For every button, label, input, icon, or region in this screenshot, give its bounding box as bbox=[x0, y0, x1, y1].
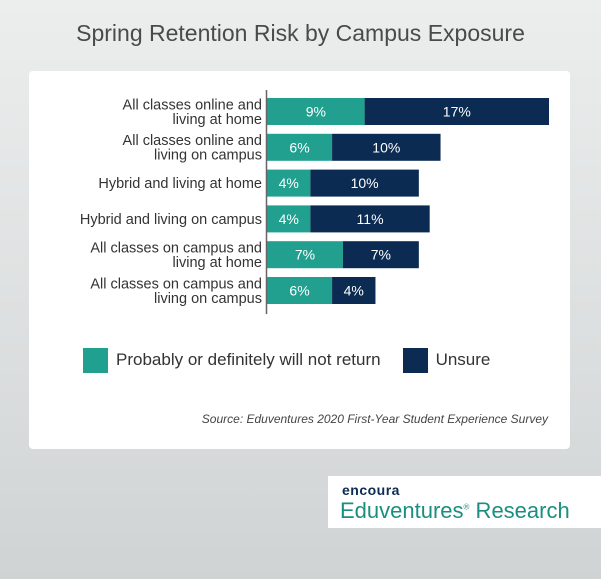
logo-suffix: Research bbox=[469, 498, 570, 523]
data-label: 6% bbox=[289, 283, 309, 299]
category-label: All classes on campus and living on campu… bbox=[90, 276, 262, 307]
bar-segment-unsure bbox=[310, 169, 419, 197]
bar-segment-unsure bbox=[364, 98, 549, 125]
bar-segment-not-return bbox=[267, 98, 365, 125]
bar-segment-not-return bbox=[267, 277, 333, 304]
bar-segment-not-return bbox=[267, 169, 311, 197]
category-label: All classes online and living on campus bbox=[123, 133, 262, 164]
legend-item-not-return: Probably or definitely will not return bbox=[83, 347, 381, 373]
data-label: 4% bbox=[279, 175, 299, 191]
category-label: All classes on campus and living at home bbox=[90, 240, 262, 271]
data-label: 7% bbox=[295, 247, 315, 263]
data-label: 9% bbox=[306, 104, 326, 120]
category-label: All classes online and living at home bbox=[123, 97, 262, 128]
data-label: 7% bbox=[371, 247, 391, 263]
legend-swatch-not-return bbox=[83, 347, 108, 373]
bar-segment-unsure bbox=[342, 241, 419, 269]
legend-swatch-unsure bbox=[402, 347, 428, 373]
bar-segment-unsure bbox=[332, 133, 441, 161]
data-label: 11% bbox=[357, 211, 384, 227]
eduventures-logo: encoura Eduventures® Research bbox=[328, 476, 601, 528]
bar-segment-not-return bbox=[267, 205, 311, 233]
bar-chart: All classes online and living at home 9% 17… bbox=[80, 90, 549, 314]
chart-card: All classes online and living at home 9% 17… bbox=[29, 71, 570, 449]
category-label: Hybrid and living on campus bbox=[80, 212, 262, 228]
data-label: 4% bbox=[344, 283, 364, 299]
logo-registered-mark: ® bbox=[463, 502, 470, 512]
data-label: 4% bbox=[279, 211, 299, 227]
page-title: Spring Retention Risk by Campus Exposure bbox=[76, 20, 525, 46]
logo-brand: encoura bbox=[342, 482, 400, 498]
category-label: Hybrid and living at home bbox=[98, 176, 262, 192]
bar-segment-not-return bbox=[267, 133, 333, 161]
data-label: 10% bbox=[351, 175, 379, 191]
legend-item-unsure: Unsure bbox=[402, 347, 491, 373]
bar-segment-unsure bbox=[310, 205, 430, 233]
data-label: 10% bbox=[372, 139, 400, 155]
bar-segment-not-return bbox=[267, 241, 343, 269]
chart-legend: Probably or definitely will not return U… bbox=[83, 347, 512, 373]
legend-label-unsure: Unsure bbox=[435, 350, 491, 369]
logo-name-line: Eduventures® Research bbox=[340, 498, 570, 524]
logo-name: Eduventures bbox=[340, 498, 464, 523]
data-label: 6% bbox=[289, 139, 309, 155]
source-note: Source: Eduventures 2020 First-Year Stud… bbox=[201, 412, 548, 426]
bar-segment-unsure bbox=[332, 277, 376, 304]
legend-label-not-return: Probably or definitely will not return bbox=[116, 350, 381, 369]
data-label: 17% bbox=[443, 104, 471, 120]
